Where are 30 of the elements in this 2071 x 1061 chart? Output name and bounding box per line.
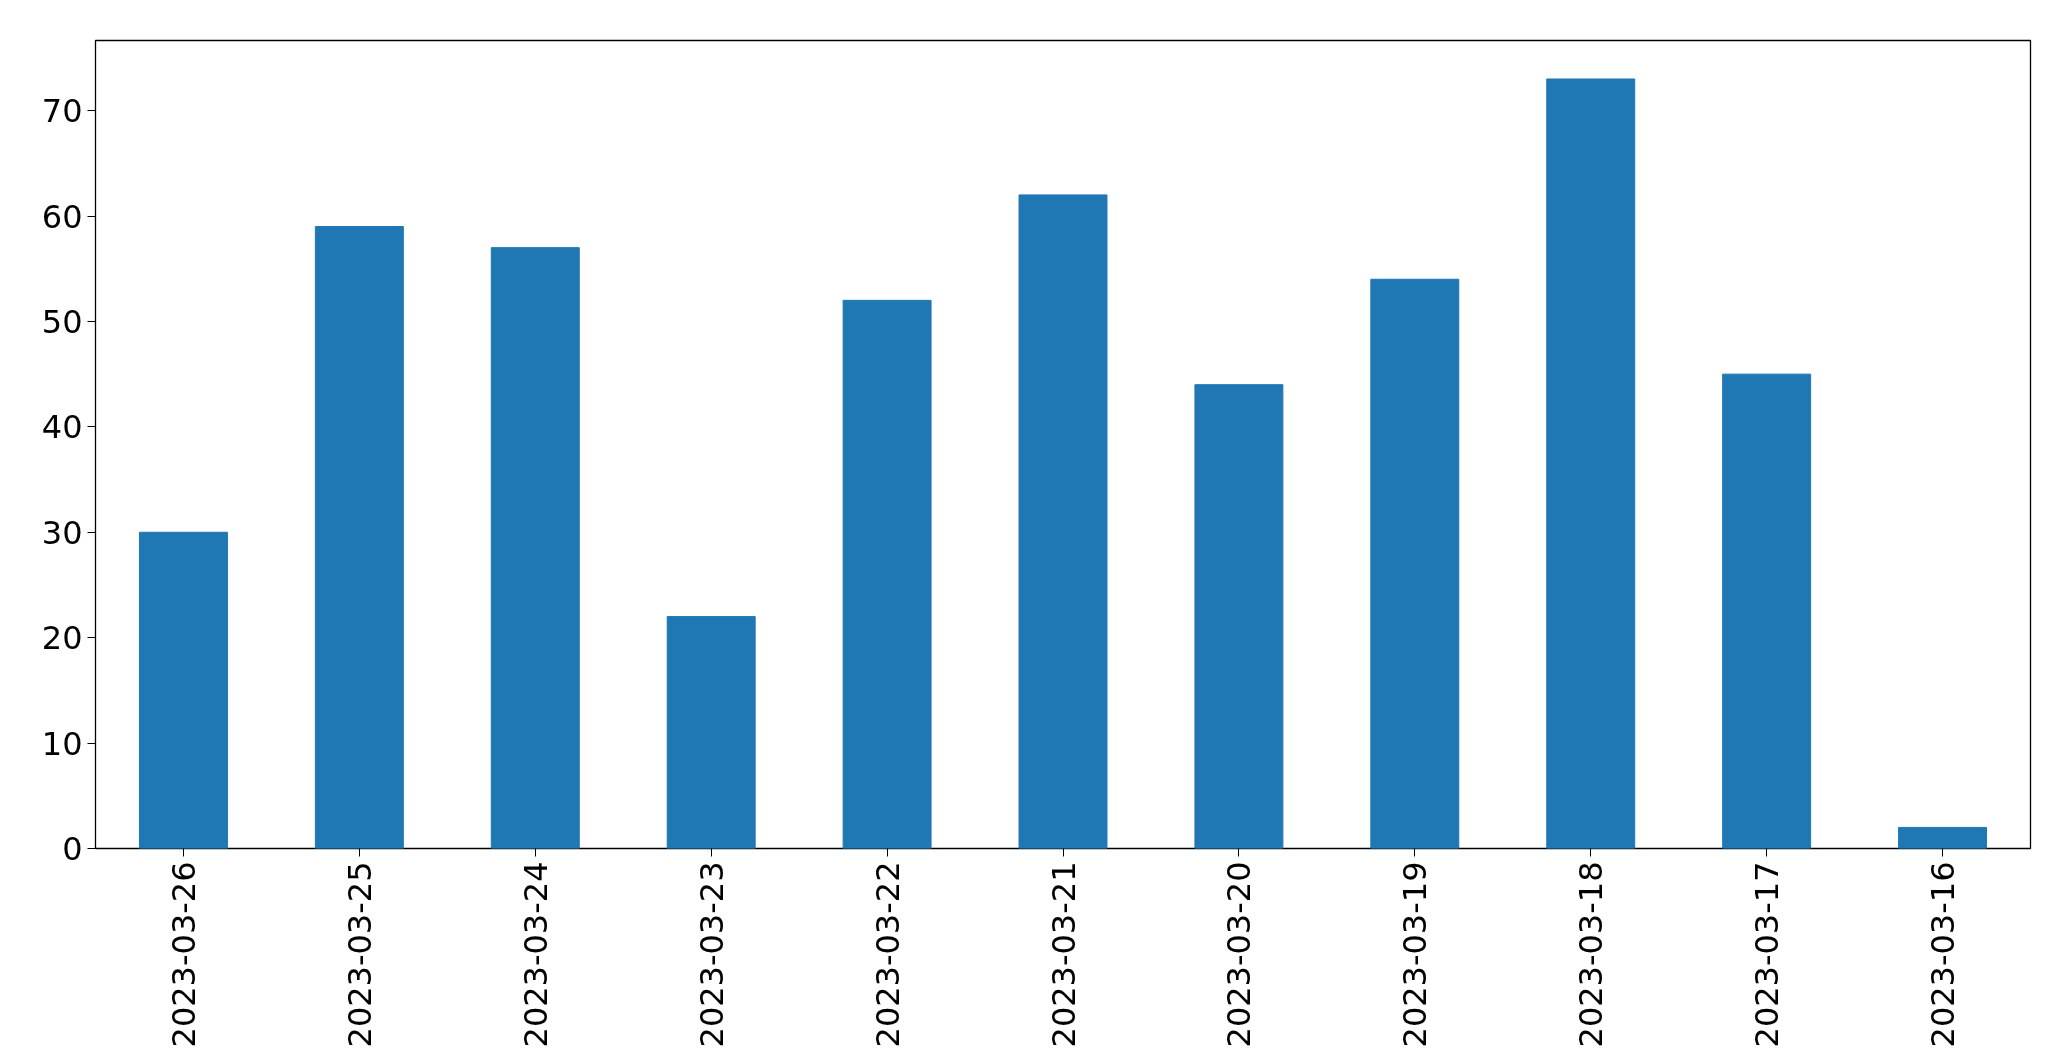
x-tick-label: 2023-03-18 (1572, 861, 1611, 1048)
x-tick-label: 2023-03-26 (164, 861, 203, 1048)
bar (1546, 78, 1636, 849)
y-tick-label: 40 (41, 408, 83, 447)
bar (1194, 384, 1284, 849)
x-tick-label: 2023-03-19 (1396, 861, 1435, 1048)
x-tick-label: 2023-03-16 (1924, 861, 1963, 1048)
bar (1370, 278, 1460, 849)
y-tick-label: 70 (41, 92, 83, 131)
y-tick-label: 30 (41, 513, 83, 552)
x-tick-label: 2023-03-21 (1044, 861, 1083, 1048)
bar (1018, 194, 1108, 849)
y-tick-label: 0 (62, 830, 83, 868)
bar (666, 616, 756, 849)
bar (138, 531, 228, 849)
y-tick-label: 10 (41, 724, 83, 763)
y-tick-label: 60 (41, 197, 83, 236)
y-tick-label: 20 (41, 619, 83, 658)
x-tick-label: 2023-03-17 (1748, 861, 1787, 1048)
bar (1898, 826, 1988, 849)
x-tick-label: 2023-03-25 (340, 861, 379, 1048)
x-tick-label: 2023-03-24 (516, 861, 555, 1048)
x-tick-label: 2023-03-20 (1220, 861, 1259, 1048)
bar (314, 226, 404, 849)
y-tick-label: 50 (41, 302, 83, 341)
bar (842, 299, 932, 849)
x-tick-label: 2023-03-22 (868, 861, 907, 1048)
x-tick-label: 2023-03-23 (692, 861, 731, 1048)
bar (490, 247, 580, 849)
bar (1722, 373, 1812, 849)
